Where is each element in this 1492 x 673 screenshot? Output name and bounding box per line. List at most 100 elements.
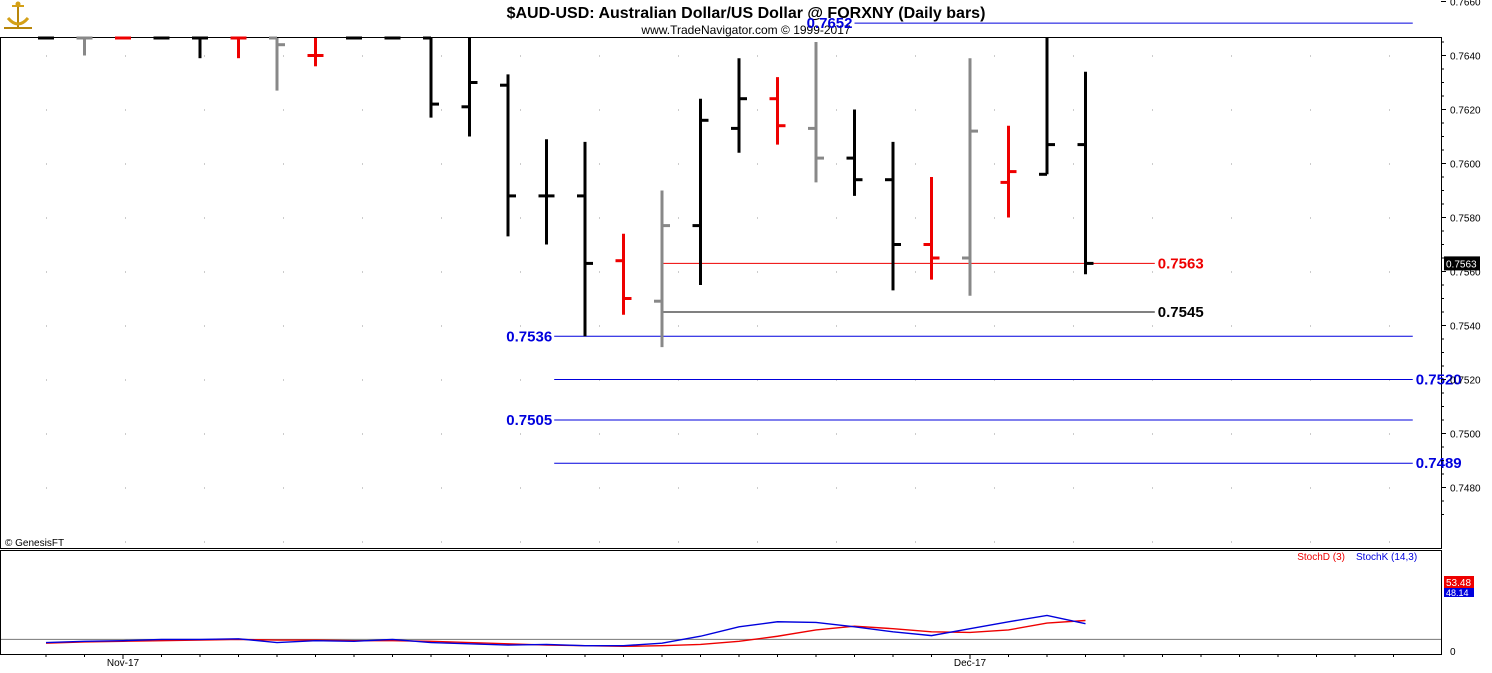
grid-dot xyxy=(520,109,521,111)
grid-dot xyxy=(1389,217,1390,219)
ohlc-bar xyxy=(654,190,670,348)
ohlc-bar xyxy=(808,42,824,183)
grid-dot xyxy=(1389,163,1390,165)
grid-dot xyxy=(362,487,363,489)
grid-dot xyxy=(125,541,126,543)
grid-dot xyxy=(757,271,758,273)
grid-dot xyxy=(125,109,126,111)
grid-dot xyxy=(1231,271,1232,273)
grid-dot xyxy=(520,541,521,543)
grid-dot xyxy=(362,541,363,543)
grid-dot xyxy=(283,379,284,381)
ohlc-bar xyxy=(1000,125,1017,218)
grid-dot xyxy=(1231,325,1232,327)
grid-dot xyxy=(1152,55,1153,57)
grid-dot xyxy=(915,487,916,489)
level-label: 0.7563 xyxy=(1158,255,1204,272)
grid-dot xyxy=(599,109,600,111)
grid-dot xyxy=(125,433,126,435)
grid-dot xyxy=(1073,55,1074,57)
stoch-d-badge xyxy=(1444,576,1474,588)
y-tick-label: 0.7580 xyxy=(1450,214,1481,225)
grid-dot xyxy=(46,109,47,111)
grid-dot xyxy=(599,433,600,435)
grid-dot xyxy=(520,379,521,381)
ohlc-bar xyxy=(692,98,709,285)
grid-dot xyxy=(994,109,995,111)
support-resistance-levels: 0.7652 0.7563 0.7545 0.7536 0.7520 0.7505 0.74… xyxy=(506,15,1461,472)
ohlc-bar xyxy=(1077,71,1094,275)
grid-dot xyxy=(1073,487,1074,489)
grid-dot xyxy=(994,433,995,435)
grid-dot xyxy=(599,163,600,165)
grid-dot xyxy=(994,55,995,57)
logo-icon xyxy=(4,1,32,29)
ohlc-bar xyxy=(731,58,747,153)
grid-dot xyxy=(46,217,47,219)
grid-dot xyxy=(599,271,600,273)
grid-dot xyxy=(1152,163,1153,165)
grid-dot xyxy=(599,487,600,489)
ohlc-bar xyxy=(230,36,247,59)
grid-dot xyxy=(1231,433,1232,435)
grid-dot xyxy=(915,109,916,111)
grid-dot xyxy=(1073,109,1074,111)
ohlc-bar xyxy=(307,38,324,67)
ohlc-bar xyxy=(538,139,555,245)
x-tick-label: Dec-17 xyxy=(954,658,987,669)
grid-dot xyxy=(1389,433,1390,435)
ohlc-bar xyxy=(500,74,516,237)
grid-dot xyxy=(599,217,600,219)
grid-dot xyxy=(1389,541,1390,543)
grid-dot xyxy=(1310,109,1311,111)
price-panel-frame xyxy=(0,37,1442,549)
ohlc-bar xyxy=(923,177,940,280)
grid-dot xyxy=(520,55,521,57)
grid-dot xyxy=(915,271,916,273)
grid-dot xyxy=(1073,433,1074,435)
grid-dot xyxy=(125,271,126,273)
grid-dot xyxy=(204,109,205,111)
grid-dot xyxy=(441,109,442,111)
grid-dot xyxy=(1231,163,1232,165)
level-label: 0.7652 xyxy=(807,15,853,32)
grid-dot xyxy=(362,379,363,381)
grid-dot xyxy=(1310,433,1311,435)
grid-dot xyxy=(441,379,442,381)
grid-dot xyxy=(283,109,284,111)
grid-dot xyxy=(1310,271,1311,273)
grid-dot xyxy=(1389,325,1390,327)
grid-dot xyxy=(1310,325,1311,327)
grid-dot xyxy=(362,55,363,57)
grid-dot xyxy=(1152,487,1153,489)
y-tick-label: 0.7600 xyxy=(1450,160,1481,171)
grid-dot xyxy=(757,217,758,219)
grid-dot xyxy=(1231,487,1232,489)
grid-dot xyxy=(1152,541,1153,543)
grid-dot xyxy=(520,163,521,165)
grid-dot xyxy=(441,325,442,327)
grid-dot xyxy=(678,163,679,165)
grid-dot xyxy=(204,55,205,57)
y-tick-label: 0.7640 xyxy=(1450,52,1481,63)
x-tick-label: Nov-17 xyxy=(107,658,140,669)
grid-dot xyxy=(204,433,205,435)
stoch-legend-k: StochK (14,3) xyxy=(1356,552,1417,563)
level-label: 0.7520 xyxy=(1416,372,1462,389)
grid-dot xyxy=(994,325,995,327)
grid-dot xyxy=(678,55,679,57)
grid-dot xyxy=(46,433,47,435)
grid-dot xyxy=(362,109,363,111)
grid-dot xyxy=(757,325,758,327)
grid-dot xyxy=(1073,541,1074,543)
grid-dot xyxy=(1152,325,1153,327)
grid-dot xyxy=(441,163,442,165)
grid-dot xyxy=(1152,271,1153,273)
level-label: 0.7489 xyxy=(1416,455,1462,472)
grid-dot xyxy=(1310,55,1311,57)
grid-dot xyxy=(1152,433,1153,435)
grid-dot xyxy=(283,217,284,219)
grid-dot xyxy=(994,487,995,489)
grid-dot xyxy=(46,325,47,327)
grid-dot xyxy=(204,217,205,219)
